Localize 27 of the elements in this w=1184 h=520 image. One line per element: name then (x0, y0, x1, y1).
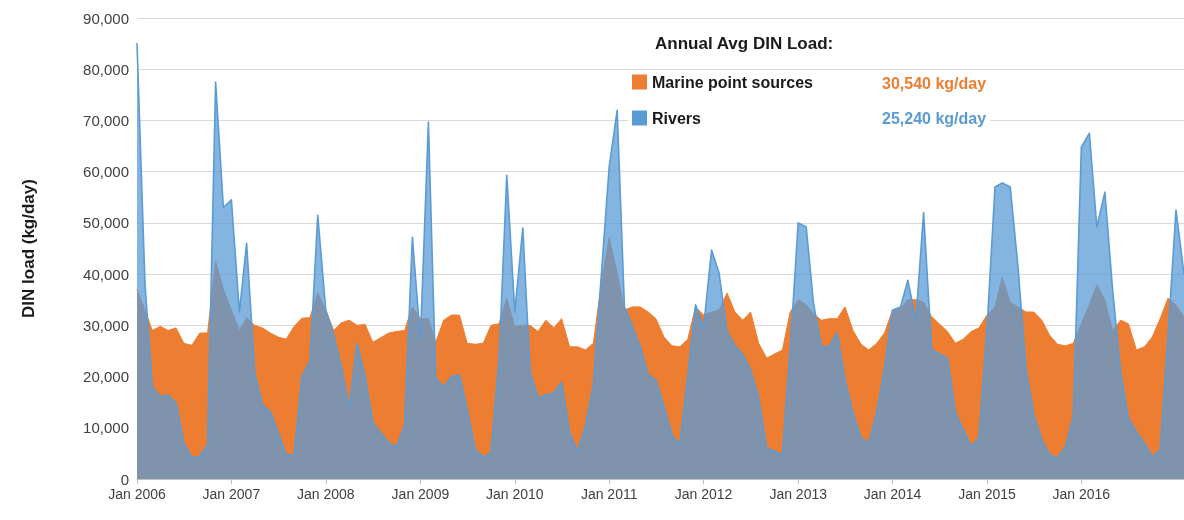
legend-label: Marine point sources (652, 73, 814, 91)
x-tick-label: Jan 2009 (391, 486, 450, 502)
y-tick-label: 50,000 (83, 214, 129, 232)
annotation: 30,540 kg/day (882, 74, 987, 92)
x-tick-label: Jan 2007 (202, 486, 261, 502)
x-tick-label: Jan 2008 (296, 486, 355, 502)
y-axis-title: DIN load (kg/day) (19, 179, 38, 318)
legend-title: Annual Avg DIN Load: (655, 34, 834, 53)
x-tick-label: Jan 2011 (580, 486, 638, 502)
x-tick-label: Jan 2010 (485, 486, 544, 502)
x-tick-label: Jan 2013 (769, 486, 828, 502)
y-tick-label: 0 (120, 470, 129, 488)
x-tick-label: Jan 2014 (863, 486, 922, 502)
y-tick-label: 30,000 (83, 316, 129, 334)
x-tick-label: Jan 2016 (1052, 486, 1111, 502)
x-tick-label: Jan 2006 (108, 486, 167, 502)
legend-label: Rivers (652, 109, 702, 127)
y-tick-label: 20,000 (83, 368, 129, 386)
y-tick-label: 80,000 (83, 60, 129, 78)
y-tick-label: 40,000 (83, 265, 129, 283)
x-tick-label: Jan 2012 (674, 486, 733, 502)
y-tick-label: 10,000 (83, 419, 129, 437)
annotation: 25,240 kg/day (882, 109, 987, 127)
y-tick-label: 70,000 (83, 111, 129, 129)
x-tick-label: Jan 2015 (958, 486, 1016, 502)
y-tick-label: 90,000 (83, 9, 129, 27)
y-tick-label: 60,000 (83, 163, 129, 181)
